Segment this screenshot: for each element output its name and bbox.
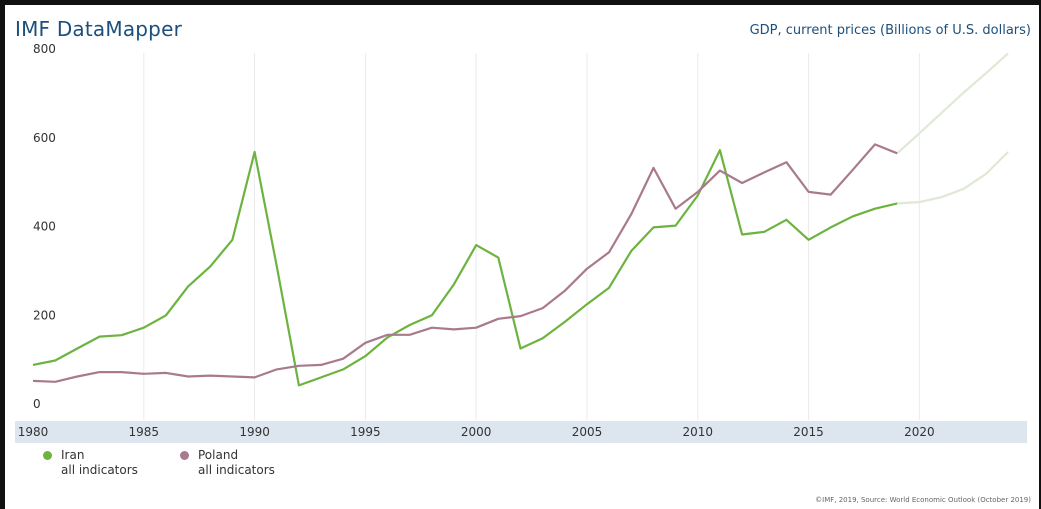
indicator-title: GDP, current prices (Billions of U.S. do… [749,23,1031,38]
x-tick-label: 1980 [18,425,49,439]
legend-label-iran: Iran [61,448,85,462]
series-line-poland[interactable] [32,143,898,383]
x-tick-label: 1990 [239,425,270,439]
series-lines [32,52,1009,387]
x-axis-ticks: 1980 1985 1990 1995 2000 2005 2010 2015 2020 [18,425,935,439]
series-line-iran[interactable] [32,149,898,387]
legend-dot-poland [180,451,189,460]
x-tick-label: 1995 [350,425,381,439]
source-footer: ©IMF, 2019, Source: World Economic Outlo… [815,496,1031,504]
y-tick-label: 200 [33,308,56,322]
line-chart: 1980 1985 1990 1995 2000 2005 2010 2015 2020 0 20… [15,42,1027,443]
grid [143,53,920,420]
y-tick-label: 800 [33,42,56,56]
y-tick-label: 400 [33,220,56,234]
legend-label-poland: Poland [198,448,239,462]
legend-dot-iran [43,451,52,460]
x-tick-label: 2020 [904,425,935,439]
x-tick-label: 2015 [793,425,824,439]
x-tick-label: 2000 [461,425,492,439]
x-axis-band [15,421,1027,443]
y-tick-label: 600 [33,131,56,145]
series-projection-iran [897,151,1009,205]
y-tick-label: 0 [33,397,41,411]
x-tick-label: 2005 [572,425,603,439]
legend-sub-poland: all indicators [198,463,275,477]
y-axis-ticks: 0 200 400 600 800 [33,42,56,411]
series-projection-poland [896,52,1009,155]
x-tick-label: 2010 [682,425,713,439]
legend-sub-iran: all indicators [61,463,138,477]
brand-title: IMF DataMapper [15,17,182,41]
x-tick-label: 1985 [129,425,160,439]
